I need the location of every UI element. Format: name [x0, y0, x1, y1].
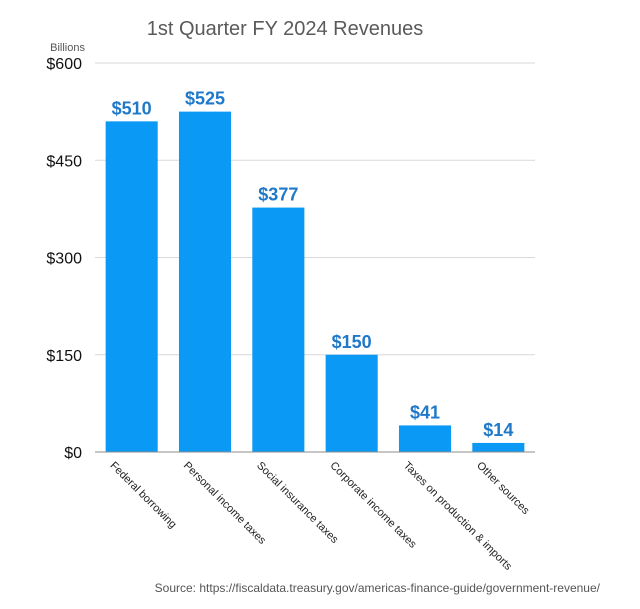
data-labels: $510 $525 $377 $150 $41 $14 — [112, 89, 514, 440]
source-note: Source: https://fiscaldata.treasury.gov/… — [155, 581, 601, 595]
gridlines — [95, 62, 535, 356]
x-tick-label: Corporate income taxes — [328, 460, 419, 551]
data-label: $14 — [483, 420, 513, 440]
bar — [252, 207, 305, 452]
bar — [398, 425, 452, 452]
chart-title: 1st Quarter FY 2024 Revenues — [147, 18, 423, 40]
bar — [178, 111, 232, 452]
y-tick-label: $450 — [46, 153, 82, 170]
data-label: $510 — [112, 98, 152, 118]
data-label: $377 — [258, 185, 298, 205]
data-label: $150 — [332, 332, 372, 352]
bar — [105, 121, 158, 452]
data-label: $525 — [185, 89, 225, 109]
x-tick-label: Other sources — [474, 460, 532, 518]
y-tick-label: $600 — [46, 56, 82, 73]
y-tick-label: $0 — [64, 445, 82, 462]
x-tick-label: Social insurance taxes — [254, 460, 341, 547]
y-axis-ticks: $0 $150 $300 $450 $600 — [46, 56, 82, 462]
bar — [472, 442, 525, 452]
y-tick-label: $150 — [46, 348, 82, 365]
data-label: $41 — [410, 402, 440, 422]
bars — [105, 111, 525, 452]
x-axis-ticks: Federal borrowing Personal income taxesSo… — [108, 460, 532, 573]
y-tick-label: $300 — [46, 251, 82, 268]
y-axis-unit-label: Billions — [50, 42, 85, 54]
x-tick-label: Federal borrowing — [108, 460, 179, 531]
bar — [325, 354, 378, 452]
x-tick-label: Personal income taxes — [181, 460, 269, 548]
